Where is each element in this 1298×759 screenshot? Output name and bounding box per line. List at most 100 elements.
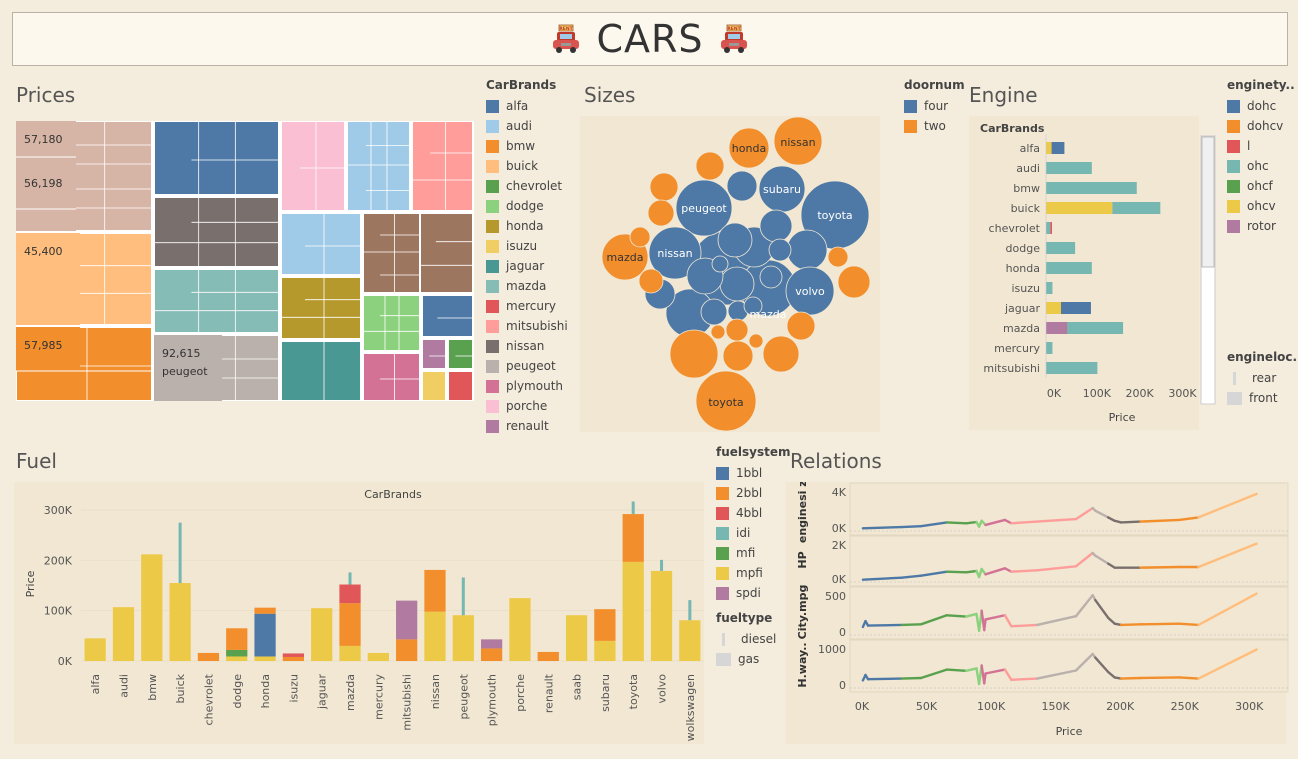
bubble[interactable] — [669, 329, 719, 379]
fuel-bar[interactable] — [339, 584, 361, 604]
legend-item[interactable]: jaguar — [486, 256, 576, 276]
treemap-cell[interactable] — [16, 233, 80, 325]
legend-item[interactable]: gas — [716, 649, 776, 669]
bubble[interactable] — [638, 268, 664, 294]
bubble[interactable] — [748, 333, 764, 349]
relations-line-segment[interactable] — [1119, 520, 1142, 524]
legend-item[interactable]: porche — [486, 396, 576, 416]
legend-item[interactable]: mfi — [716, 543, 791, 563]
bubble[interactable] — [649, 172, 679, 202]
treemap-cell[interactable] — [280, 340, 362, 401]
treemap-cell[interactable] — [154, 335, 222, 401]
relations-line-segment[interactable] — [1106, 670, 1116, 679]
legend-item[interactable]: l — [1227, 136, 1295, 156]
legend-item[interactable]: four — [904, 96, 965, 116]
bubble[interactable] — [759, 209, 793, 243]
engine-bar[interactable] — [1046, 322, 1068, 334]
legend-item[interactable]: mpfi — [716, 563, 791, 583]
bubble[interactable] — [728, 127, 770, 169]
legend-item[interactable]: ohcv — [1227, 196, 1295, 216]
relations-line-segment[interactable] — [1106, 562, 1116, 569]
engine-bar[interactable] — [1051, 142, 1065, 154]
legend-item[interactable]: 2bbl — [716, 483, 791, 503]
engine-bar[interactable] — [1046, 282, 1053, 294]
fuel-bar-idi[interactable] — [660, 559, 664, 571]
fuel-bar[interactable] — [254, 607, 276, 614]
relations-line-segment[interactable] — [984, 614, 1007, 621]
relations-line-segment[interactable] — [1094, 554, 1110, 565]
legend-item[interactable]: ohc — [1227, 156, 1295, 176]
legend-item[interactable]: bmw — [486, 136, 576, 156]
bubble[interactable] — [762, 335, 800, 373]
relations-line-segment[interactable] — [1035, 669, 1078, 680]
fuel-bar-idi[interactable] — [631, 501, 635, 515]
legend-item[interactable]: 1bbl — [716, 463, 791, 483]
treemap-cell[interactable] — [447, 370, 474, 401]
fuel-bar[interactable] — [622, 514, 644, 562]
engine-bar[interactable] — [1112, 202, 1161, 214]
relations-line-segment[interactable] — [866, 623, 903, 627]
fuel-bar[interactable] — [650, 570, 673, 661]
relations-line-segment[interactable] — [964, 612, 978, 618]
relations-line-segment[interactable] — [1003, 668, 1013, 682]
bubble[interactable] — [675, 179, 733, 237]
relations-line-segment[interactable] — [945, 521, 968, 525]
relations-line-segment[interactable] — [1010, 623, 1039, 628]
treemap-cell[interactable] — [16, 327, 80, 371]
bubble[interactable] — [717, 222, 753, 258]
bubble[interactable] — [700, 298, 728, 326]
legend-item[interactable]: spdi — [716, 583, 791, 603]
treemap-cell[interactable] — [280, 212, 362, 276]
legend-item[interactable]: renault — [486, 416, 576, 436]
fuel-bar[interactable] — [396, 600, 418, 640]
relations-line-segment[interactable] — [1197, 592, 1258, 627]
prices-treemap[interactable]: 57,180 56,198 45,400 57,985 92,615 peugeot — [16, 121, 474, 401]
engine-bar[interactable] — [1046, 162, 1092, 174]
relations-line-segment[interactable] — [1010, 569, 1039, 573]
fuel-bar[interactable] — [254, 656, 276, 661]
legend-item[interactable]: two — [904, 116, 965, 136]
relations-line-segment[interactable] — [1177, 622, 1200, 627]
legend-item[interactable]: alfa — [486, 96, 576, 116]
engine-bar[interactable] — [1046, 342, 1053, 354]
fuel-bar[interactable] — [112, 607, 135, 661]
bubble[interactable] — [648, 226, 702, 280]
treemap-cell[interactable] — [362, 294, 421, 352]
legend-item[interactable]: 4bbl — [716, 503, 791, 523]
fuel-bar[interactable] — [679, 620, 701, 661]
relations-line-segment[interactable] — [1197, 492, 1258, 519]
bubble[interactable] — [786, 311, 816, 341]
legend-item[interactable]: honda — [486, 216, 576, 236]
bubble[interactable] — [773, 116, 823, 166]
relations-line-segment[interactable] — [1119, 676, 1142, 680]
relations-line-segment[interactable] — [1106, 516, 1116, 522]
relations-line-segment[interactable] — [984, 518, 1007, 527]
bubble[interactable] — [743, 296, 763, 316]
treemap-cell[interactable] — [280, 276, 362, 340]
treemap-cell[interactable] — [346, 121, 411, 212]
relations-line-segment[interactable] — [1094, 598, 1110, 620]
bubble[interactable] — [722, 340, 754, 372]
fuel-bar[interactable] — [197, 652, 220, 661]
relations-line-segment[interactable] — [983, 672, 987, 685]
fuel-bar[interactable] — [594, 640, 616, 661]
relations-line-segment[interactable] — [1106, 616, 1116, 625]
legend-item[interactable]: front — [1227, 388, 1298, 408]
fuel-bar-idi[interactable] — [348, 572, 352, 585]
relations-line-segment[interactable] — [1003, 614, 1013, 628]
legend-item[interactable]: rear — [1227, 368, 1298, 388]
relations-line-segment[interactable] — [900, 623, 923, 627]
bubble[interactable] — [695, 370, 757, 432]
treemap-cell[interactable] — [153, 121, 280, 196]
relations-line-segment[interactable] — [1074, 652, 1094, 672]
relations-line-segment[interactable] — [1010, 520, 1039, 525]
fuel-bar[interactable] — [282, 653, 305, 657]
fuel-bar[interactable] — [594, 609, 616, 641]
engine-bar[interactable] — [1050, 222, 1052, 234]
legend-item[interactable]: mitsubishi — [486, 316, 576, 336]
legend-item[interactable]: dodge — [486, 196, 576, 216]
relations-line-segment[interactable] — [1197, 542, 1258, 569]
treemap-cell[interactable] — [447, 338, 474, 370]
engine-bar[interactable] — [1046, 222, 1051, 234]
relations-line-segment[interactable] — [1177, 676, 1200, 680]
